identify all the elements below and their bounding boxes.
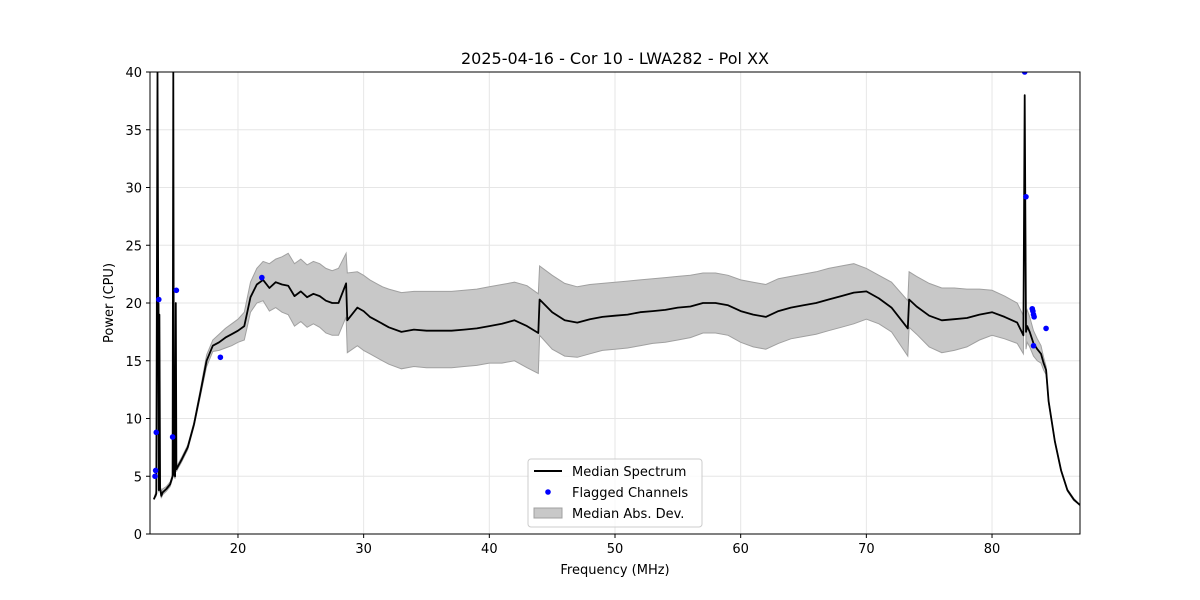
flagged-channel-point xyxy=(1043,325,1049,332)
flagged-channel-point xyxy=(153,429,160,436)
flagged-channel-point xyxy=(152,467,159,474)
x-tick-label: 70 xyxy=(858,542,875,557)
flagged-channel-point xyxy=(259,274,265,281)
y-axis: 0 5 10 15 20 25 30 35 40 xyxy=(125,66,150,543)
flagged-channel-point xyxy=(1023,193,1029,200)
flagged-channel-point xyxy=(1031,314,1037,320)
flagged-channel-point xyxy=(217,354,224,361)
legend-flagged-label: Flagged Channels xyxy=(572,486,688,501)
legend-box xyxy=(527,458,703,528)
x-axis-label: Frequency (MHz) xyxy=(560,563,669,578)
y-tick-label: 25 xyxy=(125,239,142,254)
x-tick-label: 40 xyxy=(481,542,498,557)
y-axis-label: Power (CPU) xyxy=(102,263,117,343)
y-tick-label: 35 xyxy=(125,124,142,139)
flagged-channel-point xyxy=(152,473,158,480)
x-tick-label: 20 xyxy=(230,542,247,557)
y-tick-label: 10 xyxy=(125,413,142,428)
y-tick-label: 40 xyxy=(125,66,142,81)
y-tick-label: 5 xyxy=(134,470,142,485)
x-tick-label: 30 xyxy=(355,542,372,557)
flagged-channel-point xyxy=(1030,342,1037,349)
median-spectrum-line xyxy=(152,72,1080,506)
x-tick-label: 60 xyxy=(732,542,749,557)
plot-area xyxy=(152,72,1080,506)
flagged-channel-point xyxy=(155,296,162,303)
legend: Median Spectrum Flagged Channels Median … xyxy=(527,458,703,528)
y-tick-label: 20 xyxy=(125,297,142,312)
x-tick-label: 50 xyxy=(607,542,624,557)
legend-mad-label: Median Abs. Dev. xyxy=(572,507,684,522)
mad-band xyxy=(153,95,1080,506)
x-axis: 20 30 40 50 60 70 80 xyxy=(230,534,1001,557)
flagged-channel-point xyxy=(173,287,180,294)
flagged-channel-point xyxy=(1021,72,1028,75)
chart-title: 2025-04-16 - Cor 10 - LWA282 - Pol XX xyxy=(461,49,769,68)
y-tick-label: 30 xyxy=(125,182,142,197)
legend-flagged-swatch xyxy=(545,489,551,495)
flagged-channel-point xyxy=(169,434,176,440)
legend-median-label: Median Spectrum xyxy=(572,465,686,480)
y-tick-label: 0 xyxy=(134,528,142,543)
legend-mad-swatch xyxy=(533,507,563,519)
y-tick-label: 15 xyxy=(125,355,142,370)
x-tick-label: 80 xyxy=(984,542,1001,557)
